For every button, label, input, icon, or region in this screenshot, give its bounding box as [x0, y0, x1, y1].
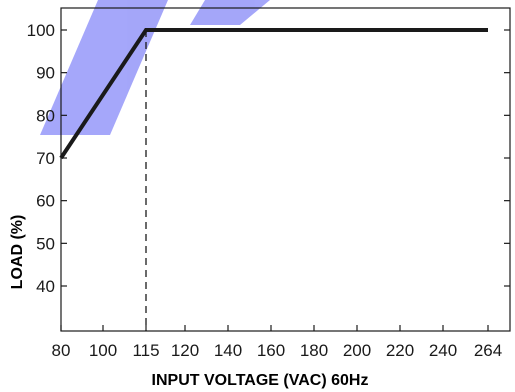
- y-tick-label: 40: [36, 277, 55, 296]
- watermark-logo: [40, 0, 270, 135]
- x-tick-label: 180: [300, 341, 328, 360]
- x-tick-label: 264: [474, 341, 502, 360]
- y-tick-label: 60: [36, 192, 55, 211]
- series-line: [59, 28, 488, 160]
- x-axis-title: INPUT VOLTAGE (VAC) 60Hz: [152, 372, 369, 389]
- y-tick-label: 80: [36, 106, 55, 125]
- x-tick-label: 240: [429, 341, 457, 360]
- watermark-stroke-right: [190, 0, 270, 25]
- x-tick-label: 120: [171, 341, 199, 360]
- plot-area-frame: [60, 7, 511, 332]
- x-tick-label: 160: [257, 341, 285, 360]
- y-tick-label: 100: [27, 21, 55, 40]
- x-axis-ticks: 80 100 115 120 140 160 180 200 220 240 264: [52, 325, 502, 360]
- x-tick-label: 80: [52, 341, 71, 360]
- x-tick-label: 200: [343, 341, 371, 360]
- x-tick-label: 220: [386, 341, 414, 360]
- y-axis-ticks: 40 50 60 70 80 90 100: [27, 21, 510, 296]
- y-tick-label: 70: [36, 149, 55, 168]
- y-tick-label: 50: [36, 234, 55, 253]
- x-tick-label: 140: [214, 341, 242, 360]
- x-tick-label: 100: [89, 341, 117, 360]
- y-tick-label: 90: [36, 64, 55, 83]
- y-axis-title: LOAD (%): [9, 215, 26, 290]
- watermark-stroke-left: [40, 0, 168, 135]
- x-tick-label: 115: [132, 341, 159, 360]
